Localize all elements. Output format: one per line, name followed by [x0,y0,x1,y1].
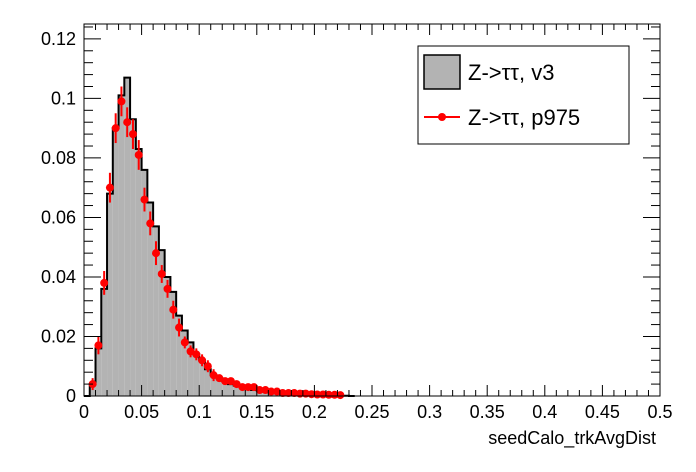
data-point [198,356,207,365]
y-tick-label: 0.02 [41,326,76,346]
data-point [146,219,155,228]
x-tick-label: 0.3 [417,402,442,422]
data-point [94,341,103,350]
data-point [128,130,137,139]
histogram-bar [147,202,154,396]
x-tick-label: 0.5 [647,402,672,422]
histogram-bar [112,128,119,396]
y-tick-label: 0.04 [41,267,76,287]
marker-series-p975 [88,86,345,400]
histogram-bar [239,387,246,396]
histogram-bar [170,291,177,396]
histogram-bar [107,193,113,396]
x-tick-label: 0.1 [187,402,212,422]
histogram-bar [187,342,194,396]
histogram-bar [216,378,223,396]
legend-label-v3: Z->ττ, v3 [468,60,554,85]
histogram-bar [130,119,136,397]
x-axis-title: seedCalo_trkAvgDist [488,428,656,449]
histogram-bar [251,390,257,396]
data-point [284,389,293,398]
data-point [221,377,230,386]
data-point [290,389,299,398]
data-point [192,350,201,359]
data-point [169,305,178,314]
y-tick-label: 0 [66,386,76,406]
x-tick-label: 0 [79,402,89,422]
data-point [336,391,345,400]
y-tick-label: 0.06 [41,207,76,227]
data-point [105,183,114,192]
data-point [117,97,126,106]
histogram-bar [158,250,165,396]
histogram-bar [124,77,131,397]
data-point [267,387,276,396]
data-point [111,124,120,133]
histogram-bar [181,330,188,396]
histogram-bar [245,388,252,396]
axes: 0 0.05 0.1 0.15 0.2 0.25 0.3 0.35 0.4 0.45 0.5 0 0.0… [41,24,673,422]
legend-label-p975: Z->ττ, p975 [468,105,580,130]
data-point [319,390,328,399]
histogram-bar [164,276,171,396]
histogram-bar [233,385,240,396]
data-point [203,362,212,371]
data-point [324,390,333,399]
histogram-bar [118,95,125,396]
data-point [244,383,253,392]
histogram-bar [228,384,234,396]
data-point [100,278,109,287]
data-point [180,338,189,347]
histogram-bar [210,375,217,396]
histogram-bar [222,381,228,396]
data-point [238,383,247,392]
y-tick-label: 0.08 [41,148,76,168]
data-point [330,390,339,399]
x-tick-label: 0.35 [470,402,505,422]
y-tick-label: 0.1 [51,88,76,108]
histogram-bar [95,348,102,396]
data-point [278,389,287,398]
data-point [163,284,172,293]
histogram-bar [141,169,148,396]
histogram-bar [176,315,182,396]
data-point [152,249,160,258]
histogram-bar [135,148,142,396]
legend: Z->ττ, v3 Z->ττ, p975 [417,45,630,145]
histogram-series-v3 [84,76,355,397]
y-tick-label: 0.12 [41,29,76,49]
x-tick-label: 0.25 [354,402,389,422]
data-point [175,323,184,332]
histogram-bar [199,360,205,396]
x-tick-label: 0.15 [239,402,274,422]
data-point [140,195,149,204]
histogram-bar [153,226,159,396]
legend-swatch-v3 [423,54,461,90]
data-point [157,269,166,278]
histogram-bar [204,369,211,396]
histogram-bar [193,354,200,396]
data-point [134,150,143,159]
histogram-bar [101,288,108,396]
data-point [123,118,132,127]
x-tick-label: 0.05 [124,402,159,422]
data-point [313,390,322,399]
legend-marker-p975 [438,113,446,121]
data-point [255,386,264,395]
x-tick-label: 0.2 [302,402,327,422]
x-tick-label: 0.4 [532,402,557,422]
x-tick-label: 0.45 [585,402,620,422]
